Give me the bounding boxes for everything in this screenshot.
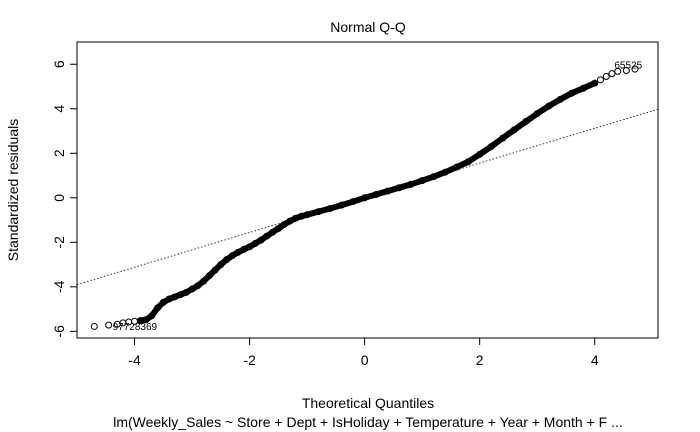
y-tick-label: -4: [51, 280, 67, 293]
qq-point: [257, 236, 265, 244]
qq-point: [200, 277, 208, 285]
qq-point: [349, 198, 357, 206]
point-labels-layer: 65525 97728369: [113, 60, 643, 333]
qq-point: [476, 150, 484, 158]
x-axis-label: Theoretical Quantiles: [302, 395, 434, 411]
qq-point: [182, 288, 190, 296]
qq-point: [338, 201, 346, 209]
qq-point: [453, 163, 461, 171]
point-label: 97728369: [113, 322, 158, 333]
qq-point: [395, 184, 403, 192]
qq-point: [361, 194, 369, 202]
qq-point: [487, 143, 495, 151]
qq-point: [246, 243, 254, 251]
qq-point: [510, 126, 518, 134]
qq-point: [240, 245, 248, 253]
qq-point: [142, 316, 150, 324]
qq-point: [591, 79, 599, 87]
qq-point: [441, 168, 449, 176]
x-tick-label: -2: [243, 352, 256, 368]
model-caption: lm(Weekly_Sales ~ Store + Dept + IsHolid…: [113, 414, 623, 430]
qq-point-band: [137, 80, 598, 324]
qq-point: [384, 187, 392, 195]
qq-point: [602, 72, 610, 80]
point-label: 65525: [614, 60, 642, 71]
x-tick-label: 2: [476, 352, 484, 368]
qq-point: [372, 190, 380, 198]
chart-title: Normal Q-Q: [330, 19, 406, 35]
qq-point: [430, 173, 438, 181]
qq-point: [303, 211, 311, 219]
y-tick-label: -6: [51, 325, 67, 338]
y-axis-label: Standardized residuals: [5, 119, 21, 261]
qq-point: [556, 95, 564, 103]
qq-point: [326, 204, 334, 212]
qq-point: [631, 65, 639, 73]
qq-point: [263, 232, 271, 240]
qq-point: [499, 134, 507, 142]
qq-point: [269, 228, 277, 236]
qq-point: [464, 158, 472, 166]
qq-point: [622, 66, 630, 74]
qq-point: [418, 177, 426, 185]
x-tick-label: 0: [361, 352, 369, 368]
y-tick-label: 6: [51, 60, 67, 68]
y-tick-label: 4: [51, 105, 67, 113]
qq-point: [217, 261, 225, 269]
qq-point: [280, 220, 288, 228]
qq-point: [205, 272, 213, 280]
qq-point: [608, 70, 616, 78]
qq-point: [194, 282, 202, 290]
qq-point: [90, 322, 98, 330]
qq-point: [579, 84, 587, 92]
x-tick-label: 4: [591, 352, 599, 368]
qq-point: [159, 298, 167, 306]
qq-point: [234, 248, 242, 256]
qq-point: [148, 312, 156, 320]
y-tick-label: -2: [51, 236, 67, 249]
qq-point: [105, 321, 113, 329]
y-tick-label: 0: [51, 194, 67, 202]
plot-frame: [76, 41, 659, 339]
qq-point: [154, 304, 162, 312]
qq-point: [286, 217, 294, 225]
qq-point: [545, 102, 553, 110]
qq-point: [274, 225, 282, 233]
qq-point: [315, 208, 323, 216]
qq-point: [614, 67, 622, 75]
qq-point: [171, 293, 179, 301]
y-tick-label: 2: [51, 149, 67, 157]
x-axis: -4 -2 0 2 4: [128, 337, 599, 368]
y-axis: -6 -4 -2 0 2 4 6: [51, 60, 78, 338]
qq-point: [177, 291, 185, 299]
qq-point: [228, 252, 236, 260]
qq-point: [223, 256, 231, 264]
qq-point: [596, 76, 604, 84]
qq-point: [533, 110, 541, 118]
qq-point: [407, 180, 415, 188]
qq-point: [251, 239, 259, 247]
qq-point: [188, 285, 196, 293]
qq-point: [522, 118, 530, 126]
points-layer: [90, 65, 639, 330]
x-tick-label: -4: [128, 352, 141, 368]
qq-point: [165, 295, 173, 303]
qq-point: [211, 266, 219, 274]
qq-point: [568, 89, 576, 97]
